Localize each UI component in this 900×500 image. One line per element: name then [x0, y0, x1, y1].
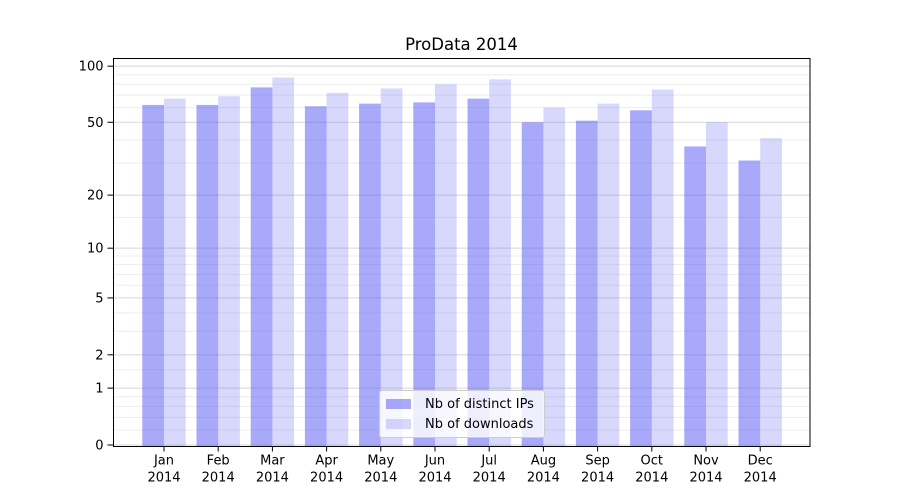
x-tick-label-year: 2014	[147, 471, 180, 486]
legend-swatch-s1	[386, 419, 411, 429]
bar-dec-s1	[760, 138, 782, 447]
x-tick-label-month: May	[367, 454, 394, 469]
y-tick-label: 100	[79, 60, 104, 75]
plot-border	[113, 58, 811, 447]
bar-feb-s0	[196, 104, 219, 447]
bar-jul-s1	[489, 79, 511, 447]
x-tick-label-month: Dec	[748, 454, 773, 469]
bar-jul-s0	[467, 98, 490, 447]
bar-feb-s1	[218, 96, 240, 447]
bar-jan-s0	[142, 104, 164, 447]
x-tick-label-year: 2014	[202, 471, 235, 486]
bar-oct-s1	[651, 89, 674, 447]
legend-swatch-s0	[386, 399, 411, 409]
x-tick-label-month: Apr	[315, 454, 338, 469]
y-tick-label: 20	[87, 189, 104, 204]
bar-nov-s0	[684, 146, 706, 447]
x-tick-label-month: Sep	[585, 454, 610, 469]
bar-nov-s1	[706, 122, 728, 447]
x-tick-label-year: 2014	[418, 471, 451, 486]
x-tick-label-month: Oct	[641, 454, 663, 469]
bar-aug-s0	[521, 122, 544, 447]
x-tick-label-year: 2014	[744, 471, 777, 486]
legend: Nb of distinct IPs Nb of downloads	[379, 390, 545, 438]
bar-mar-s1	[272, 77, 295, 447]
x-tick-label-year: 2014	[581, 471, 614, 486]
x-tick-label-month: Feb	[207, 454, 230, 469]
x-tick-label-year: 2014	[527, 471, 560, 486]
bar-apr-s0	[304, 106, 327, 447]
y-tick-label: 1	[95, 382, 103, 397]
bar-may-s1	[380, 88, 403, 447]
bar-jan-s1	[164, 98, 186, 447]
y-tick-label: 50	[87, 116, 104, 131]
x-tick-label-month: Jun	[424, 454, 445, 469]
y-tick-label: 2	[95, 348, 103, 363]
y-tick-label: 0	[95, 439, 103, 454]
legend-label: Nb of downloads	[425, 416, 534, 432]
chart-title: ProData 2014	[405, 35, 518, 54]
bar-aug-s1	[543, 107, 566, 447]
x-tick-label-year: 2014	[364, 471, 397, 486]
bar-oct-s0	[630, 110, 652, 447]
x-tick-label-year: 2014	[635, 471, 668, 486]
bar-sep-s1	[597, 103, 620, 447]
bar-apr-s1	[326, 92, 349, 447]
bar-sep-s0	[575, 120, 598, 447]
legend-row: Nb of distinct IPs	[386, 395, 538, 413]
x-tick-label-year: 2014	[310, 471, 343, 486]
legend-label: Nb of distinct IPs	[425, 396, 534, 412]
x-tick-label-month: Aug	[531, 454, 556, 469]
bar-may-s0	[359, 103, 381, 447]
x-tick-label-year: 2014	[473, 471, 506, 486]
x-tick-label-month: Jan	[153, 454, 174, 469]
x-tick-label-month: Jul	[480, 454, 497, 469]
bar-mar-s0	[250, 87, 273, 447]
bar-jun-s0	[413, 102, 435, 447]
y-tick-label: 10	[87, 242, 104, 257]
x-tick-label-year: 2014	[689, 471, 722, 486]
x-tick-label-year: 2014	[256, 471, 289, 486]
legend-row: Nb of downloads	[386, 415, 538, 433]
y-tick-label: 5	[95, 291, 103, 306]
bar-jun-s1	[435, 84, 457, 447]
x-tick-label-month: Mar	[260, 454, 285, 469]
bar-dec-s0	[738, 160, 761, 447]
x-tick-label-month: Nov	[693, 454, 719, 469]
